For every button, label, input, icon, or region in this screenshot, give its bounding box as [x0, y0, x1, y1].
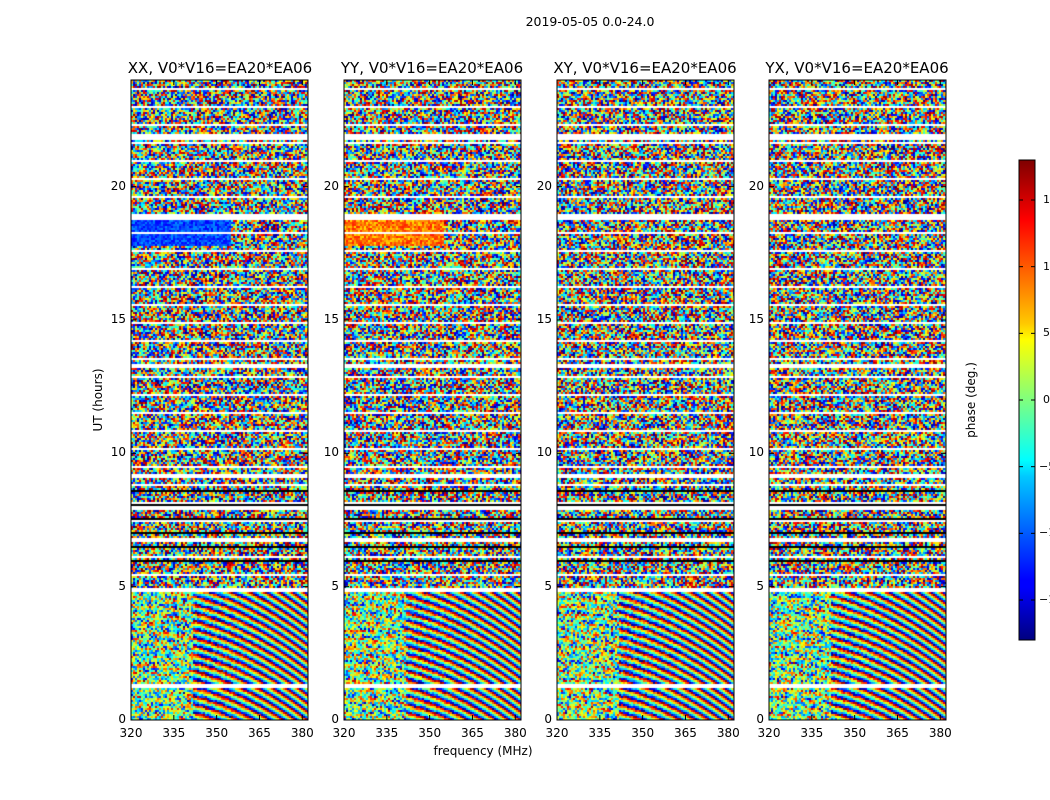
colorbar-tick-label: 50 [1043, 326, 1050, 340]
x-tick-label: 380 [716, 726, 740, 740]
x-tick-label: 380 [503, 726, 527, 740]
x-tick-label: 380 [928, 726, 952, 740]
panel-frame [768, 79, 947, 721]
y-tick-label: 0 [756, 712, 764, 726]
x-tick-label: 365 [248, 726, 271, 740]
y-tick-label: 0 [544, 712, 552, 726]
x-tick-label: 320 [545, 726, 569, 740]
y-tick-label: 5 [331, 578, 339, 593]
y-tick-label: 20 [748, 178, 764, 193]
x-tick-label: 350 [418, 726, 442, 740]
panels-group [130, 79, 947, 721]
x-tick-label: 350 [631, 726, 655, 740]
colorbar-tick-label: −150 [1039, 593, 1050, 606]
colorbar-label: phase (deg.) [964, 362, 978, 438]
y-tick-label: 5 [756, 578, 764, 593]
y-tick-label: 20 [536, 178, 552, 193]
figure-title: 2019-05-05 0.0-24.0 [525, 14, 655, 29]
heatmap-xy [557, 80, 734, 720]
x-tick-label: 380 [290, 726, 314, 740]
colorbar-tick-label: 100 [1043, 259, 1050, 273]
colorbar-tick-label: −100 [1039, 526, 1050, 540]
panel-frame [343, 79, 522, 721]
y-tick-label: 15 [323, 312, 339, 326]
heatmap-yx [769, 80, 946, 720]
y-tick-label: 15 [748, 312, 764, 326]
heatmap-yy [344, 80, 521, 720]
y-tick-label: 0 [331, 712, 339, 726]
x-tick-label: 320 [332, 726, 356, 740]
y-tick-label: 5 [544, 578, 552, 593]
colorbar-tick-label: 0 [1043, 393, 1050, 406]
x-tick-label: 335 [162, 726, 186, 740]
colorbar-tick-label: −50 [1039, 459, 1050, 473]
x-tick-label: 335 [375, 726, 399, 740]
x-tick-label: 350 [843, 726, 867, 740]
y-tick-label: 0 [118, 712, 126, 726]
panel-title-yx: YX, V0*V16=EA20*EA06 [765, 59, 949, 77]
x-tick-label: 365 [461, 726, 484, 740]
x-tick-label: 365 [674, 726, 697, 740]
x-tick-label: 365 [886, 726, 909, 740]
panel-frame [130, 79, 309, 721]
y-tick-label: 15 [536, 312, 552, 326]
x-axis-label: frequency (MHz) [433, 744, 533, 758]
x-tick-label: 350 [205, 726, 229, 740]
y-tick-label: 15 [110, 312, 126, 326]
colorbar-tick-label: 150 [1043, 193, 1050, 206]
y-tick-label: 10 [536, 445, 552, 460]
y-tick-label: 20 [110, 178, 126, 193]
x-tick-label: 320 [119, 726, 143, 740]
y-tick-label: 10 [110, 445, 126, 460]
panel-title-yy: YY, V0*V16=EA20*EA06 [340, 59, 524, 77]
panel-title-xx: XX, V0*V16=EA20*EA06 [127, 59, 313, 77]
panel-frame [556, 79, 735, 721]
y-tick-label: 20 [323, 178, 339, 193]
y-tick-label: 10 [323, 445, 339, 460]
x-tick-label: 320 [757, 726, 781, 740]
y-tick-label: 5 [118, 578, 126, 593]
y-axis-label: UT (hours) [91, 368, 105, 432]
y-tick-label: 10 [748, 445, 764, 460]
x-tick-label: 335 [800, 726, 824, 740]
panel-title-xy: XY, V0*V16=EA20*EA06 [553, 59, 737, 77]
colorbar [1018, 159, 1036, 641]
heatmap-xx [131, 80, 308, 720]
x-tick-label: 335 [588, 726, 612, 740]
